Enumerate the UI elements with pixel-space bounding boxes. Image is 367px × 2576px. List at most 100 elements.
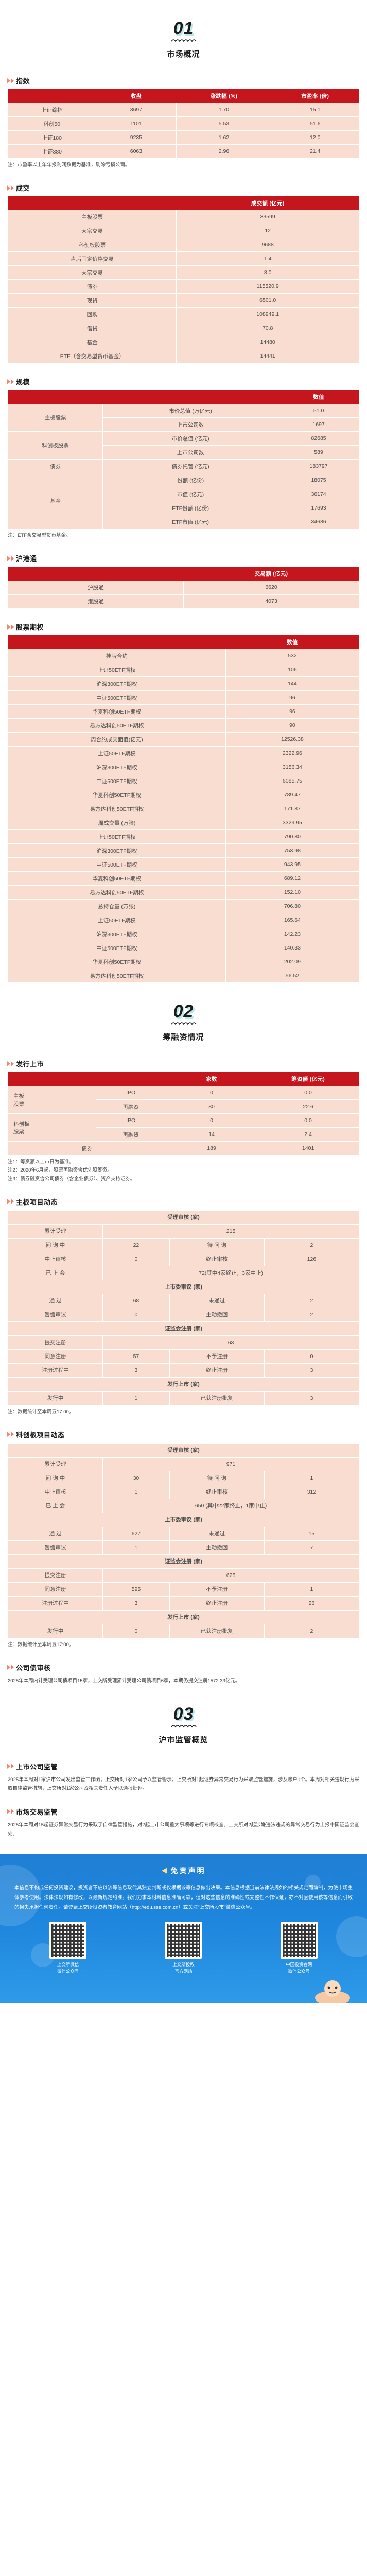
option-label: 挂牌合约 [8, 649, 226, 664]
row-label: 注册过程中 [7, 1596, 103, 1611]
row-label: 提交注册 [7, 1568, 103, 1583]
double-arrow-icon [7, 78, 14, 83]
scale-metric: 债券托管 (亿元) [102, 459, 279, 474]
index-close: 1101 [95, 116, 177, 131]
scale-value: 36174 [278, 487, 359, 502]
section-band: 发行上市 (家) [8, 1377, 359, 1392]
subheading-label: 发行上市 [16, 1060, 44, 1069]
option-value: 56.52 [225, 969, 360, 984]
table-row: 沪深300ETF期权 3156.34 [8, 760, 360, 775]
section-number: 02 [173, 1002, 194, 1022]
subheading-label: 沪港通 [16, 555, 37, 563]
subheading-main-board-projects: 主板项目动态 [7, 1197, 367, 1207]
row-value: 26 [264, 1596, 360, 1611]
double-arrow-icon [7, 1764, 14, 1769]
turnover-value: 8.0 [176, 265, 359, 280]
row-label: 终止审核 [169, 1251, 265, 1266]
row-value: 1 [102, 1484, 170, 1499]
table-row: 发行中 0 已获注册批复 2 [7, 1623, 360, 1638]
col-blank [8, 567, 184, 581]
row-value: 625 [102, 1568, 359, 1583]
table-row: 中证500ETF期权 943.95 [8, 857, 360, 872]
squiggle-icon [170, 1022, 197, 1025]
table-row: 易方达科创50ETF期权 90 [8, 718, 360, 733]
issue-note-3: 注3：债券融资含公司债券（含企业债券）、资产支持证券。 [8, 1176, 135, 1182]
scale-metric: 上市公司数 [102, 445, 279, 460]
option-value: 165.64 [225, 913, 360, 928]
table-header-row: 数值 [7, 390, 359, 404]
table-row: 同意注册 595 不予注册 1 [7, 1582, 360, 1597]
issue-amount: 22.6 [257, 1099, 359, 1114]
option-value: 96 [225, 690, 360, 705]
star-board-projects-table: 受理审核 (家) 累计受理 971 问 询 中 30 待 问 询 1 中止审核 1 终止审核 312… [7, 1443, 360, 1638]
issue-note-1: 注1：筹资额以上市日为基准。 [8, 1159, 74, 1165]
row-value: 1 [264, 1470, 360, 1485]
row-value: 971 [102, 1456, 359, 1471]
option-label: 中证500ETF期权 [8, 941, 226, 956]
star-board-note: 注：数据统计至本周五17:00。 [8, 1641, 74, 1648]
turnover-label: 基金 [7, 335, 177, 350]
section-01-header: 01 市场概况 [0, 0, 367, 62]
scale-metric: ETF份额 (亿份) [102, 501, 279, 516]
subheading-market-trading-supervision: 市场交易监管 [7, 1807, 367, 1817]
table-row: 大宗交易 12 [7, 224, 359, 239]
option-value: 706.80 [225, 899, 360, 914]
table-row: 挂牌合约 532 [8, 649, 360, 664]
megaphone-icon [161, 1867, 167, 1874]
double-arrow-icon [7, 1809, 14, 1815]
col-turnover-amount: 成交额 (亿元) [176, 196, 359, 211]
row-label: 注册过程中 [7, 1363, 103, 1378]
qr-item[interactable]: 中国投资者网 微信公众号 [260, 1921, 338, 1975]
section-band: 受理审核 (家) [8, 1210, 359, 1225]
col-trade-amount: 交易额 (亿元) [183, 567, 359, 581]
row-value: 3 [102, 1363, 170, 1378]
issue-type: 债券 [8, 1141, 166, 1156]
turnover-label: 回购 [7, 307, 177, 322]
row-label: 累计受理 [7, 1456, 103, 1471]
row-label: 已获注册批复 [169, 1623, 265, 1638]
main-board-projects-table: 受理审核 (家) 累计受理 215 问 询 中 22 待 问 询 2 中止审核 0 终止审核 126… [7, 1210, 360, 1405]
row-value: 57 [102, 1349, 170, 1364]
row-label: 待 问 询 [169, 1238, 265, 1252]
col-change: 涨跌幅 (%) [176, 89, 272, 103]
col-blank-1 [7, 390, 103, 404]
section-band: 证监会注册 (家) [8, 1554, 359, 1569]
row-label: 发行中 [7, 1391, 103, 1405]
option-value: 142.23 [225, 927, 360, 942]
option-label: 上证50ETF期权 [8, 829, 226, 844]
section-title: 市场概况 [167, 50, 200, 59]
qr-item[interactable]: 上交所投教 官方网站 [145, 1921, 222, 1975]
squiggle-icon [170, 1724, 197, 1727]
option-value: 140.33 [225, 941, 360, 956]
scale-metric: 市值 (亿元) [102, 487, 279, 502]
table-row: 通 过 627 未通过 15 [7, 1526, 360, 1541]
table-row: 再融资 80 22.6 [8, 1099, 359, 1114]
section-band: 发行上市 (家) [8, 1609, 359, 1624]
row-label: 提交注册 [7, 1335, 103, 1350]
table-row: 债券 债券托管 (亿元) 183797 [7, 459, 359, 474]
qr-item[interactable]: 上交所微信 微信公众号 [29, 1921, 107, 1975]
table-row: 证监会注册 (家) [8, 1554, 359, 1569]
qr-code-image [49, 1921, 87, 1959]
table-row: 受理审核 (家) [8, 1443, 359, 1458]
issue-amount: 0.0 [257, 1086, 359, 1100]
corp-bond-review-text: 2025年本周内计受理公司债项目15家，上交所受理累计受理公司债项目6家，本期仍… [8, 1677, 240, 1684]
row-label: 终止审核 [169, 1484, 265, 1499]
table-header-row: 家数 筹资额 (亿元) [8, 1072, 359, 1087]
squiggle-icon [170, 39, 197, 42]
scale-value: 183797 [278, 459, 359, 474]
stock-connect-table: 交易额 (亿元) 沪股通 6620 港股通 4073 [8, 567, 359, 609]
scale-table-note: 注：ETF含交易型货币基金。 [8, 533, 71, 539]
row-value: 0 [264, 1349, 360, 1364]
turnover-value: 6501.0 [176, 293, 359, 308]
row-value: 30 [102, 1470, 170, 1485]
row-value: 1 [264, 1582, 360, 1597]
disclaimer-title: 免责声明 [170, 1866, 206, 1875]
index-name: 科创50 [8, 116, 96, 131]
option-value: 789.47 [225, 788, 360, 803]
section-number: 03 [173, 1704, 194, 1724]
section-band: 受理审核 (家) [8, 1443, 359, 1458]
option-label: 周合约成交面值(亿元) [8, 732, 226, 747]
qr-caption: 上交所微信 微信公众号 [57, 1961, 79, 1974]
